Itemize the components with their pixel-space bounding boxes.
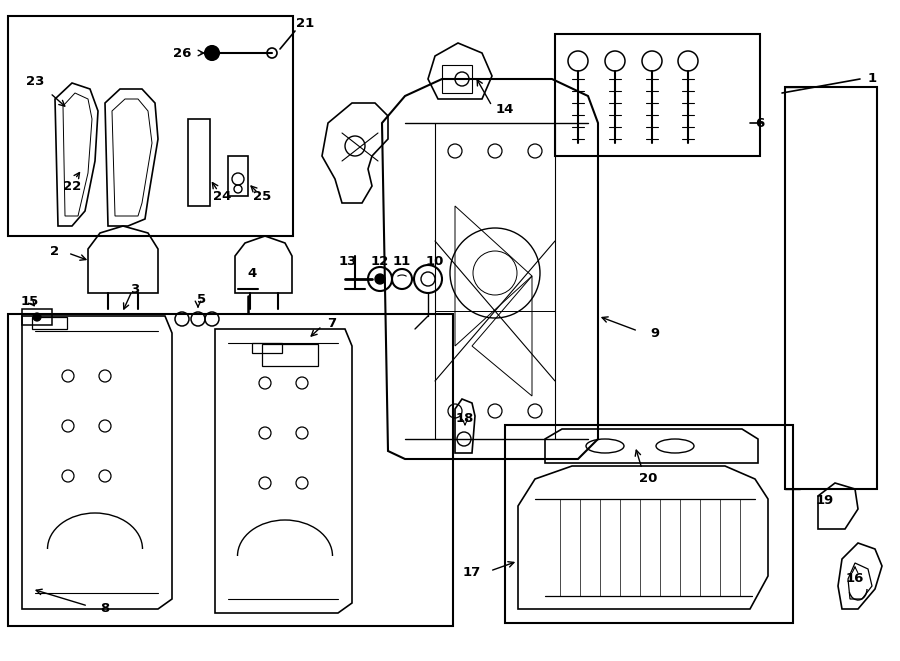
Text: 9: 9 [651,327,660,340]
Bar [22,309,52,325]
Text: 10: 10 [426,254,445,268]
Text: 21: 21 [296,17,314,30]
Text: 18: 18 [455,412,474,426]
Text: 22: 22 [63,180,81,192]
Text: 25: 25 [253,190,271,202]
Bar [785,87,877,489]
Text: 4: 4 [248,266,256,280]
Text: 15: 15 [21,295,39,307]
Text: 5: 5 [197,293,207,305]
Bar [8,16,293,236]
Bar [262,344,318,366]
Text: 23: 23 [26,75,44,87]
Text: 7: 7 [328,317,337,329]
Text: 3: 3 [130,282,140,295]
Text: 26: 26 [173,46,191,59]
Text: 14: 14 [496,102,514,116]
Text: 19: 19 [816,494,834,508]
Circle shape [205,46,219,60]
Text: 2: 2 [50,245,59,258]
Bar [8,314,453,626]
Text: 20: 20 [639,473,657,485]
Text: 24: 24 [212,190,231,202]
Text: 11: 11 [393,254,411,268]
Text: 13: 13 [338,254,357,268]
Circle shape [33,313,41,321]
Bar [252,343,282,353]
Text: 1: 1 [868,73,877,85]
Bar [32,317,67,329]
Text: 16: 16 [846,572,864,586]
Text: 17: 17 [463,566,482,580]
Text: 6: 6 [755,116,765,130]
Bar [555,34,760,156]
Bar [505,425,793,623]
Bar [442,65,472,93]
Circle shape [375,274,385,284]
Text: 8: 8 [101,602,110,615]
Text: 12: 12 [371,254,389,268]
